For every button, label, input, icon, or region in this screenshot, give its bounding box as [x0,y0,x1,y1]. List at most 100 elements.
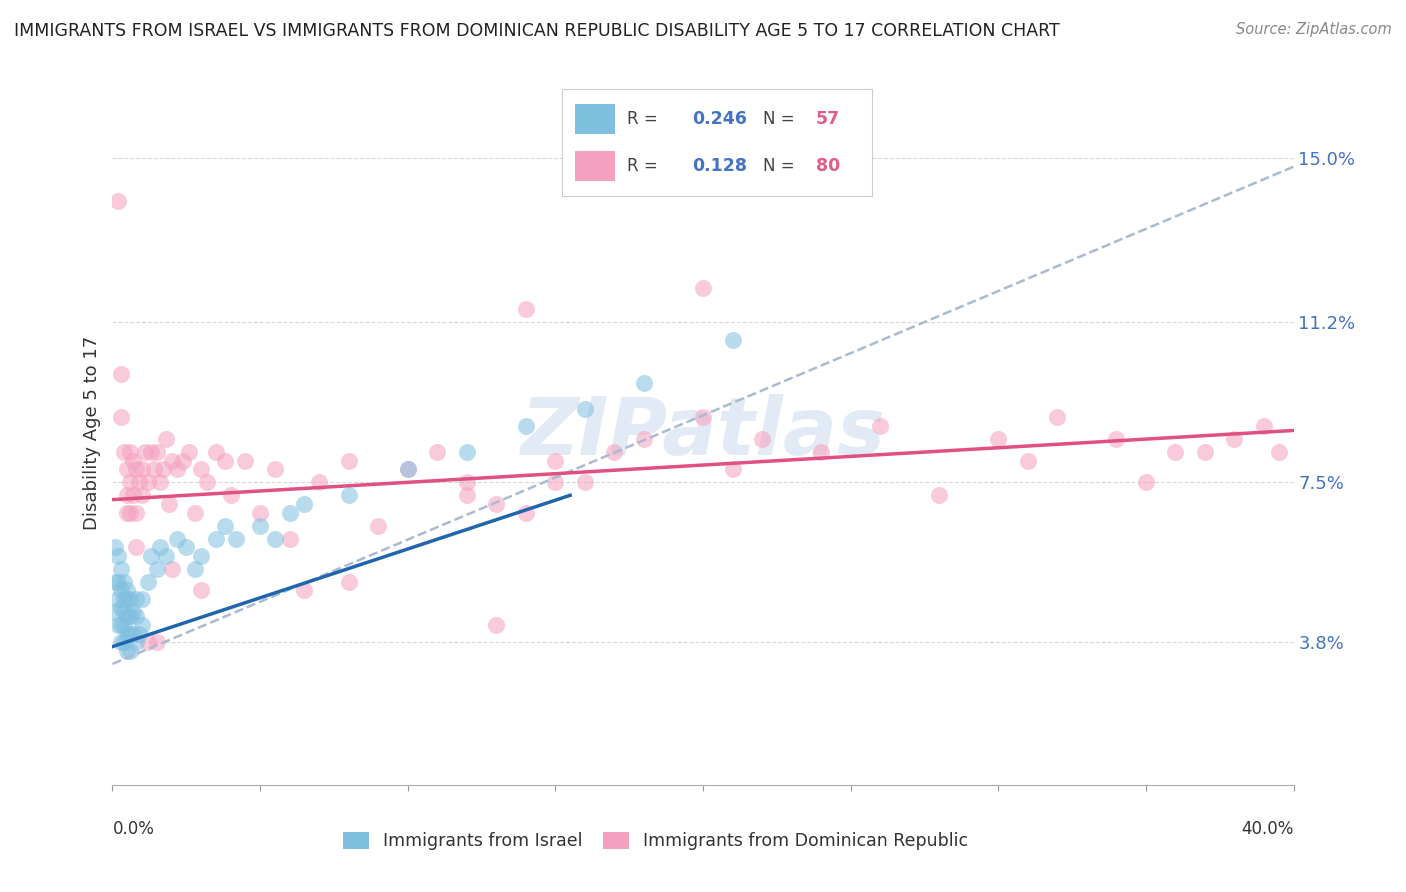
Point [107,194,129,209]
Text: R =: R = [627,157,658,175]
Point [112,445,135,459]
Point [112,635,135,649]
Point [149,475,172,490]
Point [544,475,567,490]
Point [110,410,132,425]
Point [174,540,197,554]
Point [104,540,127,554]
Point [117,609,138,624]
Point [396,462,419,476]
Point [456,475,478,490]
Point [692,410,714,425]
Text: 0.128: 0.128 [692,157,748,175]
Point [110,583,132,598]
Point [264,462,287,476]
Point [107,574,129,589]
Text: Source: ZipAtlas.com: Source: ZipAtlas.com [1236,22,1392,37]
Point [128,626,150,640]
Point [122,626,145,640]
Point [117,644,138,658]
Point [574,401,596,416]
Point [131,488,153,502]
Y-axis label: Disability Age 5 to 17: Disability Age 5 to 17 [83,335,101,530]
Bar [575,152,614,181]
Point [219,488,242,502]
Point [131,618,153,632]
Point [131,592,153,607]
Point [125,540,148,554]
Point [292,497,315,511]
Point [117,626,138,640]
Point [337,574,360,589]
Point [278,506,301,520]
Point [142,462,165,476]
Point [110,635,132,649]
Point [515,419,537,434]
Point [112,618,135,632]
Point [544,454,567,468]
Point [117,462,138,476]
Point [125,609,148,624]
Point [1253,419,1275,434]
Point [125,506,148,520]
Point [721,462,744,476]
Point [603,445,626,459]
Point [120,609,142,624]
Point [190,462,212,476]
Point [633,432,655,446]
Point [233,454,256,468]
Point [120,506,142,520]
Point [128,475,150,490]
Bar [575,104,614,134]
Point [146,562,169,576]
Point [515,506,537,520]
Text: R =: R = [627,111,658,128]
Point [810,445,832,459]
Point [172,454,194,468]
Text: ZIPatlas: ZIPatlas [520,393,886,472]
Point [456,488,478,502]
Point [112,574,135,589]
Point [166,462,188,476]
Point [928,488,950,502]
Point [136,574,159,589]
Point [120,475,142,490]
Text: IMMIGRANTS FROM ISRAEL VS IMMIGRANTS FROM DOMINICAN REPUBLIC DISABILITY AGE 5 TO: IMMIGRANTS FROM ISRAEL VS IMMIGRANTS FRO… [14,22,1060,40]
Point [1017,454,1039,468]
Point [721,333,744,347]
Point [249,506,271,520]
Point [110,368,132,382]
Point [485,618,508,632]
Point [107,592,129,607]
Point [139,445,162,459]
Point [152,462,174,476]
Point [136,475,159,490]
Text: N =: N = [763,157,794,175]
Point [337,454,360,468]
Point [278,532,301,546]
Point [149,540,172,554]
Text: 0.0%: 0.0% [112,820,155,838]
Point [139,549,162,563]
Point [214,518,236,533]
Point [117,592,138,607]
Point [869,419,891,434]
Point [107,618,129,632]
Point [112,605,135,619]
Point [155,549,177,563]
Point [184,562,207,576]
Point [146,445,169,459]
Point [117,488,138,502]
Point [633,376,655,390]
Point [396,462,419,476]
Point [134,445,156,459]
Point [179,445,201,459]
Point [117,583,138,598]
Point [195,475,218,490]
Point [249,518,271,533]
Point [225,532,247,546]
Point [574,475,596,490]
Point [160,562,183,576]
Point [515,302,537,317]
Point [166,532,188,546]
